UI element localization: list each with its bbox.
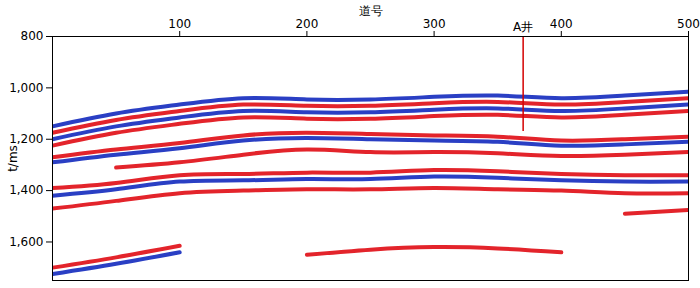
svg-text:t/ms: t/ms bbox=[6, 145, 20, 172]
svg-text:200: 200 bbox=[295, 17, 318, 31]
svg-text:300: 300 bbox=[423, 17, 446, 31]
svg-text:1,600: 1,600 bbox=[9, 235, 43, 249]
svg-text:100: 100 bbox=[168, 17, 191, 31]
svg-text:800: 800 bbox=[21, 29, 44, 43]
svg-text:道号: 道号 bbox=[359, 4, 383, 18]
svg-text:1,400: 1,400 bbox=[9, 183, 43, 197]
svg-text:500: 500 bbox=[677, 17, 700, 31]
svg-text:400: 400 bbox=[550, 17, 573, 31]
svg-text:A井: A井 bbox=[513, 20, 533, 34]
svg-text:1,200: 1,200 bbox=[9, 132, 43, 146]
svg-text:1,000: 1,000 bbox=[9, 81, 43, 95]
